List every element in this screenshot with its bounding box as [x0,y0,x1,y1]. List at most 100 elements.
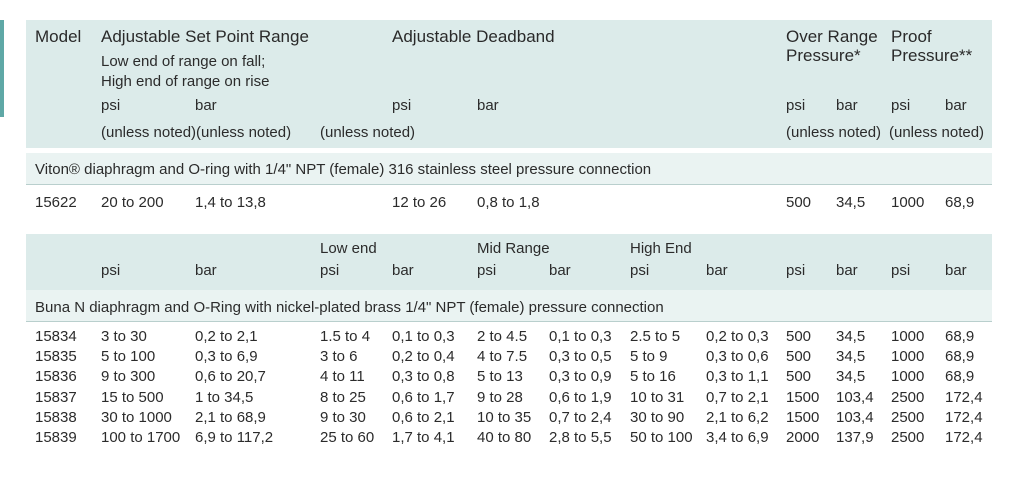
cell-mid-bar: 0,3 to 0,5 [549,348,612,366]
cell-mid-psi: 4 to 7.5 [477,348,528,366]
cell-mid-bar: 0,6 to 1,9 [549,388,612,406]
cell-mid-bar: 0,7 to 2,4 [549,408,612,426]
cell-pr-bar: 172,4 [945,388,983,406]
header-set-point-note: High end of range on rise [101,73,270,90]
cell-hi-bar: 0,3 to 1,1 [706,368,769,386]
cell-pr-psi: 1000 [891,368,925,386]
cell-hi-bar: 0,3 to 0,6 [706,348,769,366]
unless-noted: (unless noted) [786,124,882,141]
cell-hi-psi: 5 to 16 [630,368,676,386]
cell-pr-psi: 2500 [891,388,925,406]
unit-bar: bar [477,97,499,114]
cell-pr-bar: 68,9 [945,348,975,366]
cell-model: 15838 [35,408,77,426]
cell-or-bar: 34,5 [836,328,866,345]
divider [26,321,992,322]
unit-bar: bar [945,262,967,279]
unit-bar: bar [836,97,858,114]
header-proof: Proof [891,27,932,46]
cell-sp-psi: 30 to 1000 [101,408,172,426]
section-band-buna [26,290,992,321]
cell-hi-bar: 3,4 to 6,9 [706,429,769,446]
header-set-point-note: Low end of range on fall; [101,53,266,70]
cell-mid-psi: 2 to 4.5 [477,328,528,345]
unit-bar: bar [945,97,967,114]
unit-psi: psi [891,97,911,114]
unless-noted: (unless noted)(unless noted) [101,124,292,141]
cell-mid-psi: 5 to 13 [477,368,523,386]
cell-pr-bar: 68,9 [945,194,975,211]
unit-bar: bar [836,262,858,279]
unit-psi: psi [630,262,650,279]
unit-psi: psi [786,262,806,279]
cell-model: 15837 [35,388,77,406]
cell-lo-bar: 0,2 to 0,4 [392,348,455,366]
cell-sp-psi: 3 to 30 [101,328,147,345]
unless-noted: (unless noted) [320,124,416,141]
cell-or-psi: 500 [786,328,812,345]
cell-sp-bar: 2,1 to 68,9 [195,408,266,426]
unit-psi: psi [320,262,340,279]
cell-lo-psi: 3 to 6 [320,348,358,366]
header-over-range: Pressure* [786,46,861,65]
cell-lo-psi: 25 to 60 [320,429,375,446]
unit-psi: psi [786,97,806,114]
unit-psi: psi [392,97,412,114]
cell-lo-bar: 0,3 to 0,8 [392,368,455,386]
cell-db-psi: 12 to 26 [392,194,447,211]
subheader-band [26,234,992,290]
cell-sp-bar: 1 to 34,5 [195,388,254,406]
cell-sp-bar: 0,2 to 2,1 [195,328,258,345]
cell-db-bar: 0,8 to 1,8 [477,194,540,211]
cell-pr-bar: 172,4 [945,429,983,446]
cell-sp-psi: 20 to 200 [101,194,164,211]
cell-or-psi: 500 [786,194,812,211]
cell-pr-psi: 2500 [891,429,925,446]
cell-lo-bar: 0,6 to 1,7 [392,388,455,406]
cell-hi-psi: 2.5 to 5 [630,328,681,345]
cell-mid-psi: 9 to 28 [477,388,523,406]
cell-lo-bar: 0,6 to 2,1 [392,408,455,426]
unit-bar: bar [195,262,217,279]
cell-or-bar: 34,5 [836,368,866,386]
cell-lo-bar: 1,7 to 4,1 [392,429,455,446]
cell-mid-psi: 40 to 80 [477,429,532,446]
cell-pr-psi: 1000 [891,348,925,366]
cell-hi-psi: 30 to 90 [630,408,685,426]
cell-pr-bar: 172,4 [945,408,983,426]
cell-mid-bar: 2,8 to 5,5 [549,429,612,446]
cell-pr-psi: 2500 [891,408,925,426]
cell-or-bar: 103,4 [836,388,874,406]
cell-model: 15835 [35,348,77,366]
cell-model: 15622 [35,194,77,211]
cell-pr-bar: 68,9 [945,368,975,386]
cell-hi-bar: 0,7 to 2,1 [706,388,769,406]
cell-lo-psi: 8 to 25 [320,388,366,406]
cell-lo-psi: 4 to 11 [320,368,365,386]
unit-bar: bar [392,262,414,279]
unless-noted: (unless noted) [889,124,985,141]
cell-or-psi: 1500 [786,408,820,426]
header-over-range: Over Range [786,27,878,46]
cell-pr-psi: 1000 [891,328,925,345]
cell-lo-bar: 0,1 to 0,3 [392,328,455,345]
subheader-high-end: High End [630,240,692,257]
cell-mid-bar: 0,1 to 0,3 [549,328,612,345]
cell-or-bar: 34,5 [836,194,866,211]
cell-hi-psi: 5 to 9 [630,348,668,366]
cell-sp-psi: 100 to 1700 [101,429,181,446]
header-proof: Pressure** [891,46,973,65]
cell-sp-bar: 0,3 to 6,9 [195,348,258,366]
cell-mid-psi: 10 to 35 [477,408,532,426]
cell-lo-psi: 9 to 30 [320,408,366,426]
cell-or-psi: 500 [786,368,812,386]
cell-hi-psi: 10 to 31 [630,388,685,406]
table-header-band [26,20,992,148]
cell-sp-bar: 1,4 to 13,8 [195,194,266,211]
cell-or-psi: 1500 [786,388,820,406]
cell-hi-bar: 0,2 to 0,3 [706,328,769,345]
subheader-mid-range: Mid Range [477,240,550,257]
cell-lo-psi: 1.5 to 4 [320,328,371,345]
header-model: Model [35,27,82,46]
header-set-point: Adjustable Set Point Range [101,27,309,46]
